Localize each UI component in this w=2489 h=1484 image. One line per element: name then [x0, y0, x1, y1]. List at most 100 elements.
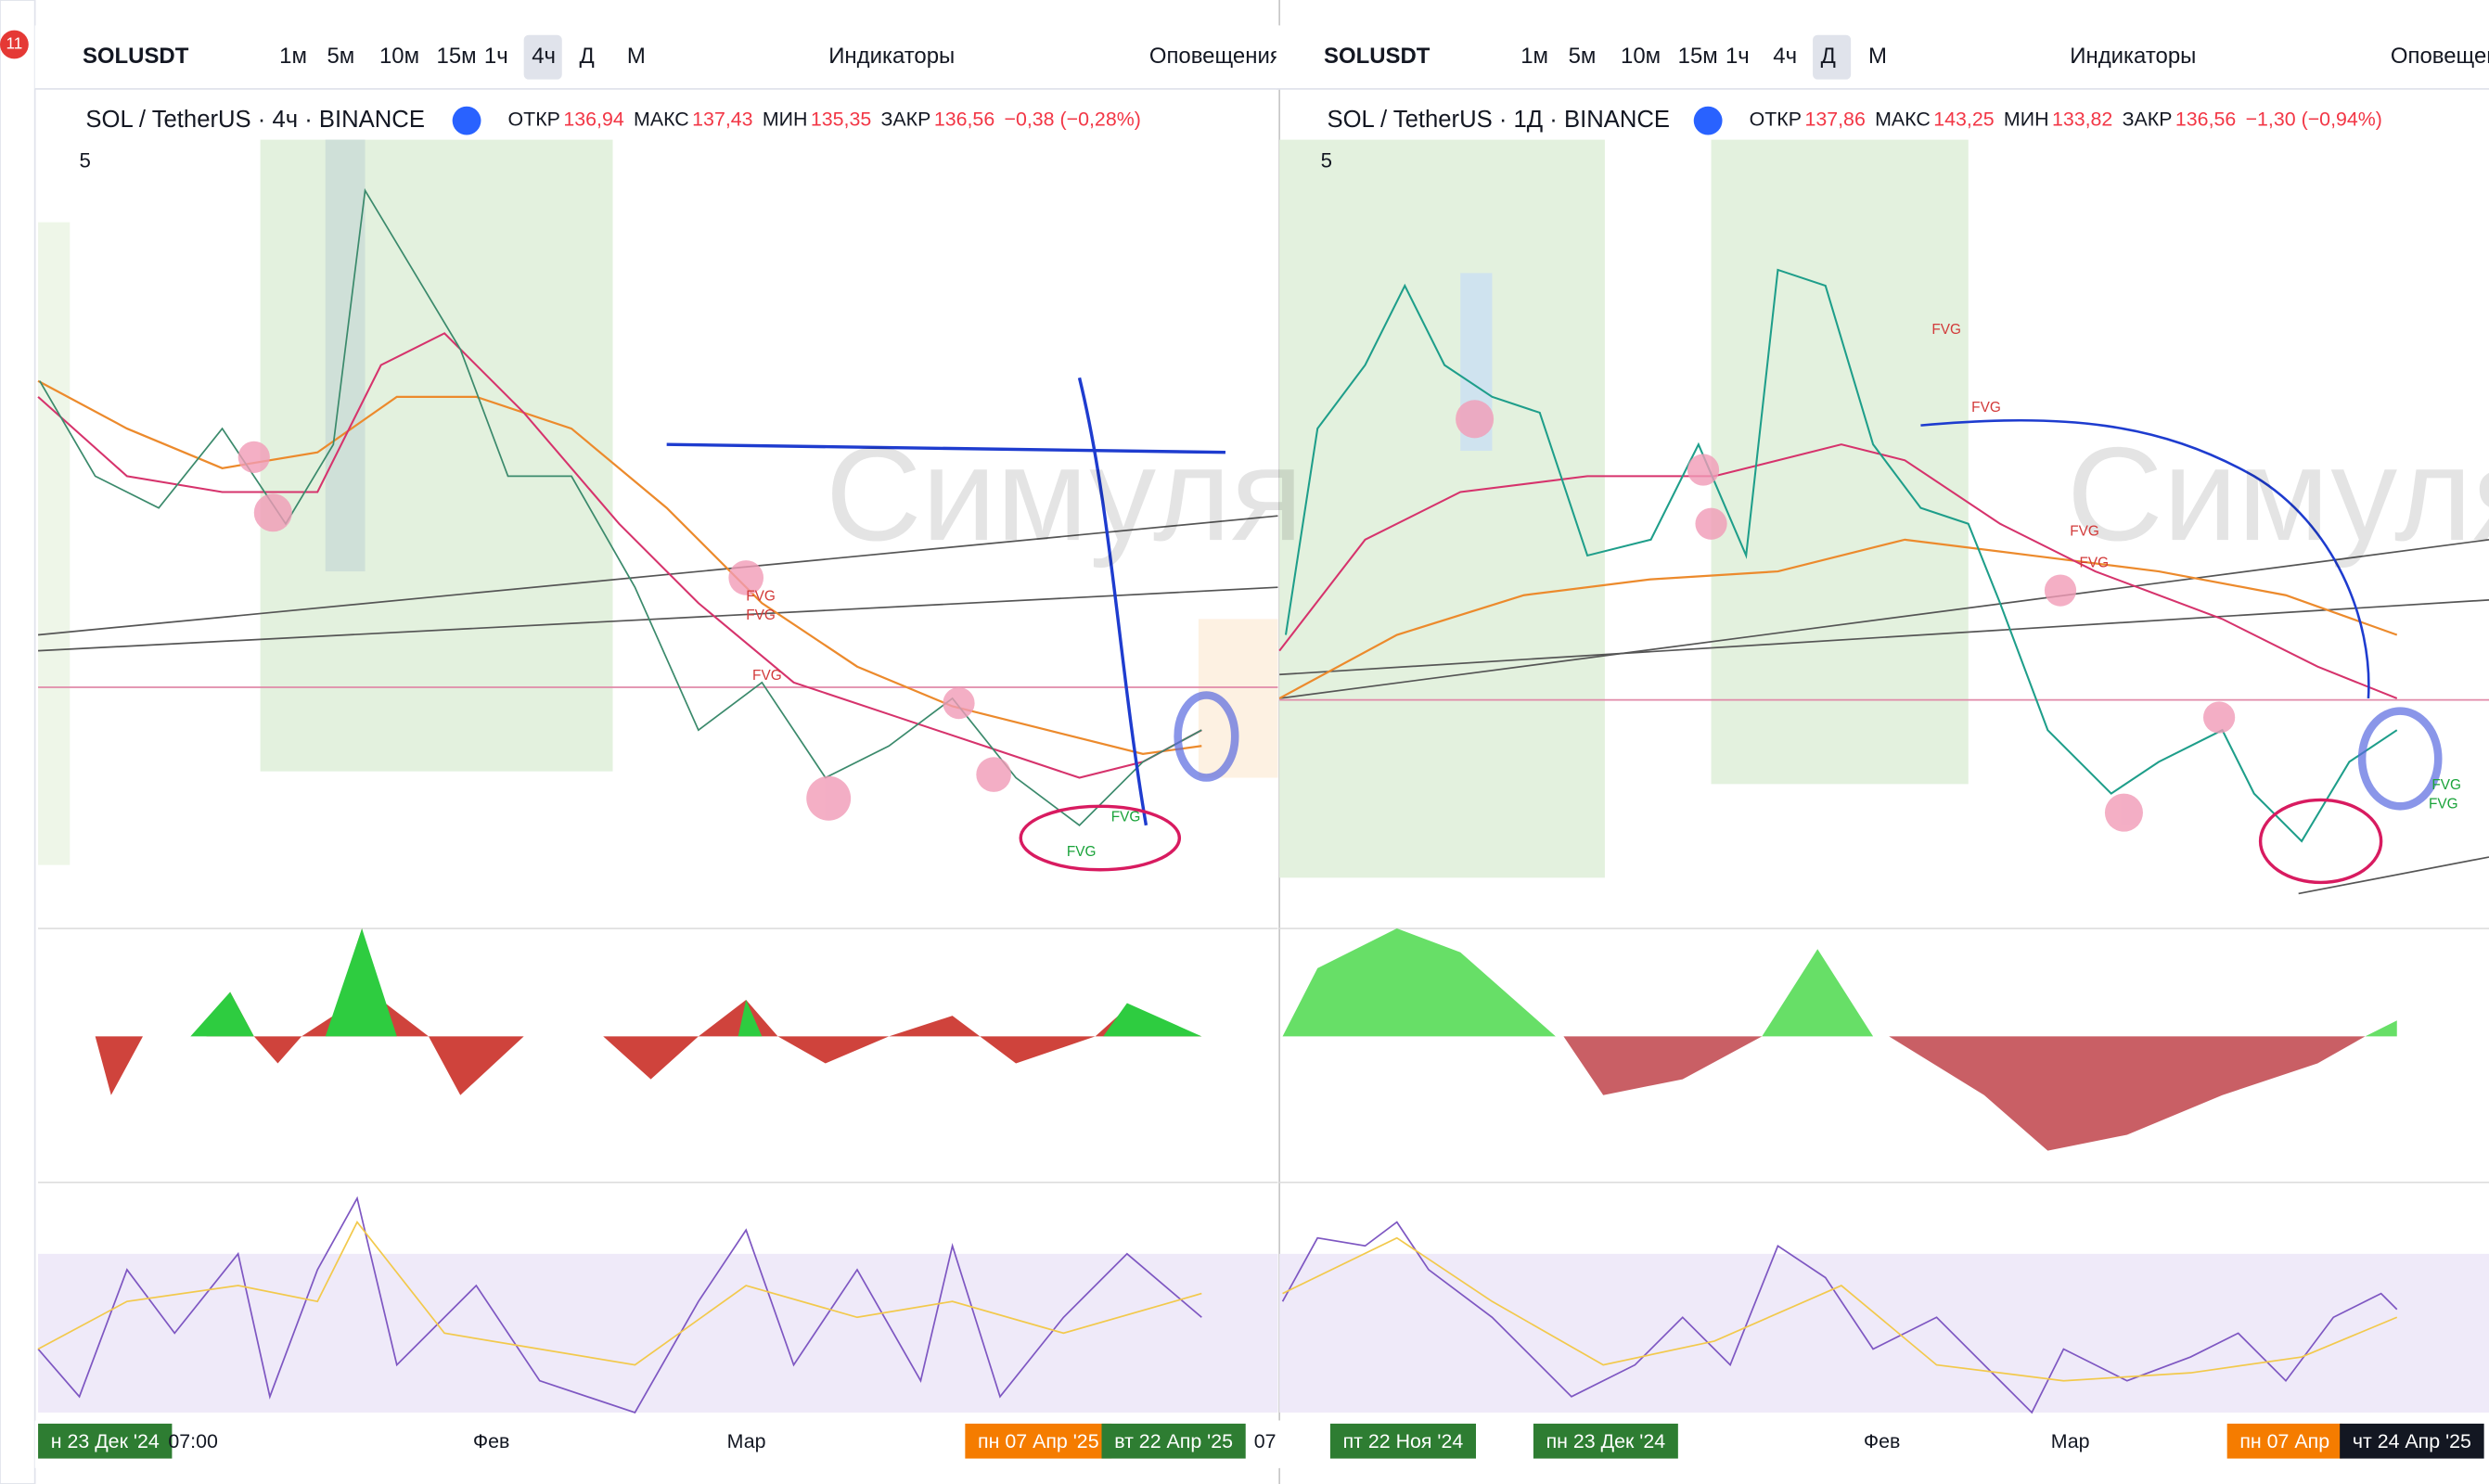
drawing [1019, 804, 1182, 872]
time-label: пн 07 Апр '25 [978, 1430, 1099, 1452]
replay-icon[interactable] [1693, 106, 1723, 135]
ma [37, 332, 1202, 779]
time-label: пн 23 Дек '24 [1546, 1430, 1666, 1452]
right-chart [1278, 139, 2489, 1414]
ohlc-value: 133,82 [2052, 109, 2112, 131]
interval[interactable]: М [1868, 44, 1887, 69]
ohlc-label: МАКС [1875, 109, 1931, 131]
zone [1711, 139, 1969, 785]
ohlc-value: 137,43 [692, 109, 752, 131]
time-label: Мар [2051, 1430, 2090, 1452]
histogram [1563, 1036, 2366, 1151]
interval-active [1813, 34, 1852, 80]
fvg-label: FVG [2080, 556, 2110, 571]
symbol[interactable]: SOLUSDT [83, 44, 189, 69]
legend-title: SOL / TetherUS · 4ч · BINANCE [85, 107, 425, 133]
trendline [38, 586, 1278, 652]
time-label: 07:00 [168, 1430, 218, 1452]
interval[interactable]: 5м [1569, 44, 1597, 69]
rsi [37, 1196, 1202, 1414]
left-toolbar [0, 0, 36, 1484]
rsi-band [1279, 1253, 2489, 1413]
interval[interactable]: 1ч [1726, 44, 1750, 69]
histogram [1282, 928, 2397, 1037]
ma [1278, 443, 2398, 699]
drawing [2357, 707, 2443, 811]
interval[interactable]: 1м [1520, 44, 1548, 69]
toolbar [1276, 25, 2489, 89]
rsi-ma [37, 1221, 1202, 1366]
ohlc-value: 137,86 [1804, 109, 1865, 131]
replay-icon[interactable] [452, 106, 481, 135]
ohlc-change: −0,38 (−0,28%) [1004, 109, 1140, 131]
ohlc-change: −1,30 (−0,94%) [2246, 109, 2382, 131]
interval[interactable]: 15м [437, 44, 477, 69]
interval[interactable]: 4ч [532, 44, 556, 69]
time-label-bg [2226, 1423, 2342, 1459]
ohlc-label: МИН [2004, 109, 2049, 131]
time-label: пн 07 Апр [2239, 1430, 2329, 1452]
interval-active [523, 34, 562, 80]
interval[interactable]: 10м [1621, 44, 1661, 69]
indicator-count[interactable]: 5 [80, 148, 91, 172]
rsi [1281, 1221, 2398, 1414]
fvg-label: FVG [1111, 809, 1141, 825]
interval[interactable]: Д [580, 44, 595, 69]
time-label-bg [2340, 1423, 2484, 1459]
ma [37, 379, 1202, 755]
alerts-button[interactable]: Оповещения [2391, 44, 2489, 69]
ohlc-label: ОТКР [1750, 109, 1802, 131]
fvg-label: FVG [2070, 523, 2099, 539]
ohlc-label: МИН [763, 109, 808, 131]
interval[interactable]: 4ч [1773, 44, 1797, 69]
ohlc-value: 136,94 [563, 109, 623, 131]
time-label: пт 22 Ноя '24 [1343, 1430, 1464, 1452]
trendline [2298, 856, 2489, 895]
ohlc-label: ОТКР [508, 109, 560, 131]
indicators-button[interactable]: Индикаторы [828, 44, 955, 69]
ohlc-value: 136,56 [2175, 109, 2236, 131]
indicators-button[interactable]: Индикаторы [2070, 44, 2196, 69]
time-label-bg [1101, 1423, 1246, 1459]
fvg-label: FVG [752, 668, 782, 684]
time-label-bg [1329, 1423, 1476, 1459]
drawing [1920, 418, 2370, 699]
interval[interactable]: 10м [379, 44, 419, 69]
time-label: вт 22 Апр '25 [1114, 1430, 1233, 1452]
watermark: Симуля [2067, 420, 2489, 569]
fvg-label: FVG [1067, 844, 1097, 860]
interval[interactable]: М [627, 44, 646, 69]
left-chart [37, 139, 1278, 1414]
symbol[interactable]: SOLUSDT [1324, 44, 1431, 69]
trendline [1279, 538, 2489, 699]
time-label: Фев [1864, 1430, 1901, 1452]
watermark: Симуля [826, 420, 1303, 569]
fvg-label: FVG [2429, 797, 2458, 812]
interval[interactable]: 1ч [484, 44, 508, 69]
ma [1278, 538, 2398, 699]
indicator-count[interactable]: 5 [1321, 148, 1332, 172]
interval[interactable]: 5м [327, 44, 354, 69]
interval[interactable]: Д [1821, 44, 1836, 69]
legend-title: SOL / TetherUS · 1Д · BINANCE [1327, 107, 1670, 133]
ohlc-label: ЗАКР [881, 109, 931, 131]
toolbar [34, 25, 1280, 89]
rsi-ma [1282, 1236, 2398, 1382]
rsi-band [38, 1253, 1278, 1413]
time-label: чт 24 Апр '25 [2353, 1430, 2471, 1452]
time-label-bg [965, 1423, 1112, 1459]
drawing [666, 442, 1225, 454]
interval[interactable]: 15м [1678, 44, 1718, 69]
drawing [1174, 691, 1239, 782]
drawing [1077, 377, 1148, 826]
zone [260, 139, 613, 772]
fvg-label: FVG [1931, 322, 1961, 338]
alerts-button[interactable]: Оповещения [1149, 44, 1282, 69]
zone [38, 222, 71, 865]
ohlc-label: ЗАКР [2123, 109, 2173, 131]
time-label: н 23 Дек '24 [51, 1430, 160, 1452]
interval[interactable]: 1м [279, 44, 307, 69]
badge [0, 30, 29, 59]
ohlc-value: 143,25 [1933, 109, 1994, 131]
